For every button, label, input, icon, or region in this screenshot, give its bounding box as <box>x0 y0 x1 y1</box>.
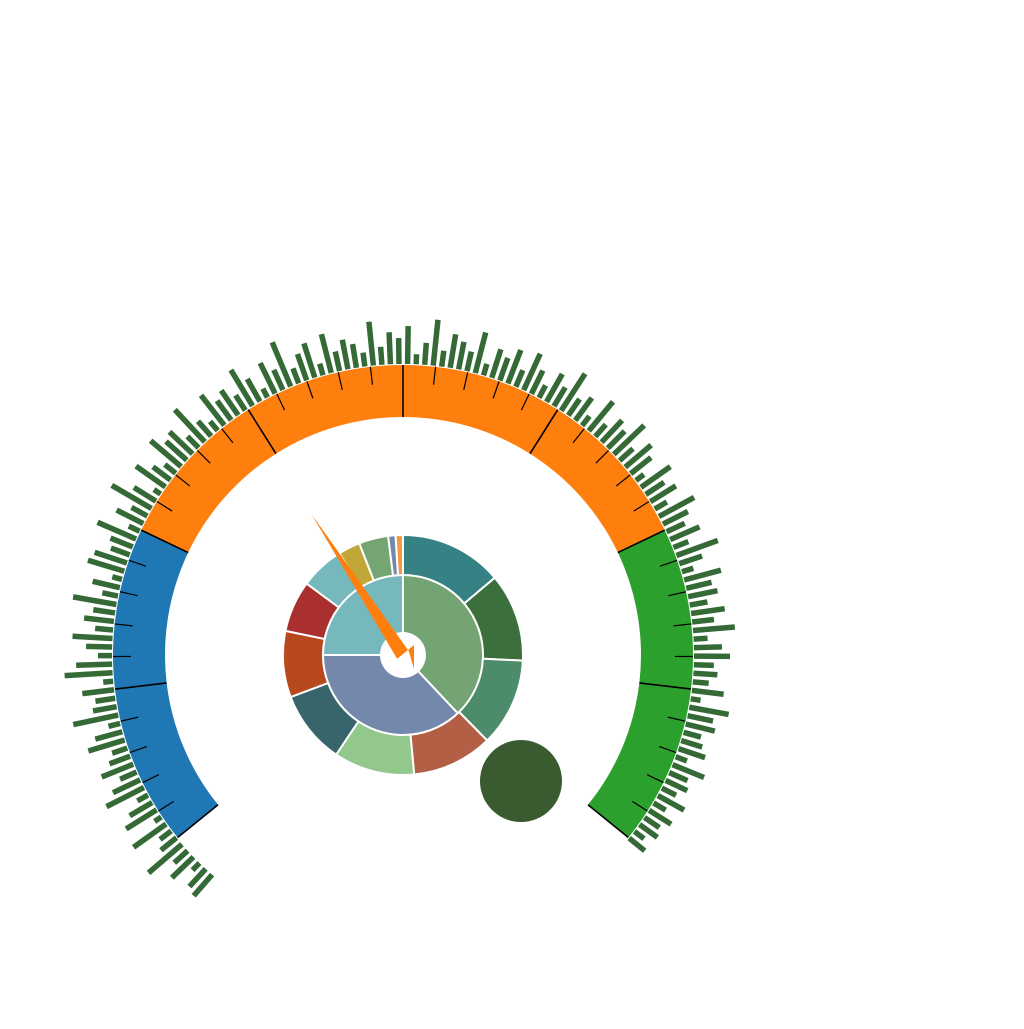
radial-bar <box>95 698 115 701</box>
radial-bar <box>112 577 122 580</box>
radial-bar <box>95 628 113 630</box>
sunburst-outer-segment <box>396 535 403 575</box>
radial-bar <box>76 664 112 665</box>
radial-bar <box>160 831 171 839</box>
radial-bar <box>112 748 127 753</box>
radial-bar <box>408 326 409 364</box>
radial-bar <box>442 351 444 367</box>
radial-bar <box>669 773 687 781</box>
radial-bar <box>694 647 722 648</box>
radial-bar <box>694 665 714 666</box>
radial-bar <box>320 364 323 376</box>
radial-bar <box>93 610 115 613</box>
radial-bar <box>693 682 709 683</box>
radial-bar <box>693 673 717 675</box>
radial-bar <box>667 523 685 531</box>
radial-bar <box>154 490 161 494</box>
radial-bar <box>644 817 659 827</box>
radial-bar <box>539 385 546 397</box>
radial-bar <box>655 502 667 509</box>
knob-circle <box>480 740 562 822</box>
radial-bar <box>686 582 711 588</box>
radial-bar <box>93 581 120 587</box>
radial-bar <box>155 817 162 821</box>
radial-bar <box>582 416 589 425</box>
radial-bar <box>236 395 246 410</box>
radial-bar <box>662 788 676 795</box>
radial-bar <box>210 421 218 430</box>
radial-bar <box>110 756 131 764</box>
radial-bar <box>691 699 701 701</box>
radial-bar <box>102 593 118 596</box>
radial-bar <box>137 795 148 801</box>
radial-bar <box>73 636 113 638</box>
radial-bar <box>363 353 365 367</box>
radial-bar <box>688 716 713 721</box>
radial-bar <box>641 467 670 488</box>
radial-bar <box>433 320 438 366</box>
radial-bar <box>109 723 121 726</box>
radial-bar <box>293 368 299 383</box>
radial-bar <box>679 556 702 564</box>
radial-bar <box>165 465 176 474</box>
radial-bar <box>272 342 291 386</box>
radial-bar <box>692 690 724 694</box>
radial-bar <box>634 831 644 838</box>
knob-group <box>480 740 562 822</box>
radial-bar <box>676 757 687 761</box>
radial-bar <box>193 863 200 870</box>
radial-bar <box>516 370 523 387</box>
radial-bar <box>693 627 735 631</box>
radial-bar <box>636 474 644 480</box>
radial-bar <box>686 724 715 731</box>
radial-bar <box>129 526 140 531</box>
radial-bar <box>450 334 456 368</box>
radial-bar <box>103 681 113 682</box>
radial-bar <box>467 352 471 372</box>
radial-bar <box>73 597 116 605</box>
radial-bar <box>673 542 688 548</box>
radial-bar <box>65 673 113 676</box>
radial-bar <box>342 340 348 369</box>
radial-bar <box>691 609 725 614</box>
radial-bar <box>263 389 268 398</box>
radial-bar <box>335 351 339 371</box>
radial-bar <box>82 690 114 694</box>
radial-bar <box>120 772 136 779</box>
radial-bar <box>484 364 487 376</box>
radial-bar <box>500 358 508 381</box>
radial-bar <box>136 466 165 487</box>
radial-bar <box>93 707 117 711</box>
radial-bar <box>274 370 283 390</box>
radial-bar <box>684 732 701 737</box>
radial-bar <box>111 538 133 547</box>
radial-bar <box>689 707 728 714</box>
radial-bar <box>595 425 606 437</box>
radial-bar <box>132 507 148 516</box>
radial-bar <box>681 741 702 747</box>
radial-bar <box>682 568 693 571</box>
radial-bar <box>111 548 130 555</box>
radial-bar <box>688 591 717 597</box>
radial-bar <box>95 732 122 739</box>
sunburst-group <box>283 535 523 775</box>
radial-bar <box>187 436 198 447</box>
radial-bar <box>353 344 357 368</box>
radial-bar <box>381 347 382 365</box>
radial-bar <box>425 343 427 365</box>
radial-bar <box>86 646 112 647</box>
radial-bar <box>694 638 708 639</box>
radial-bar <box>679 749 706 758</box>
radial-bar <box>690 602 708 605</box>
radial-bar <box>654 803 666 810</box>
radial-bar <box>692 620 714 622</box>
radial-bar <box>369 322 373 366</box>
radial-bar <box>84 618 114 621</box>
radial-bar <box>459 342 464 369</box>
radial-bar <box>389 332 390 364</box>
